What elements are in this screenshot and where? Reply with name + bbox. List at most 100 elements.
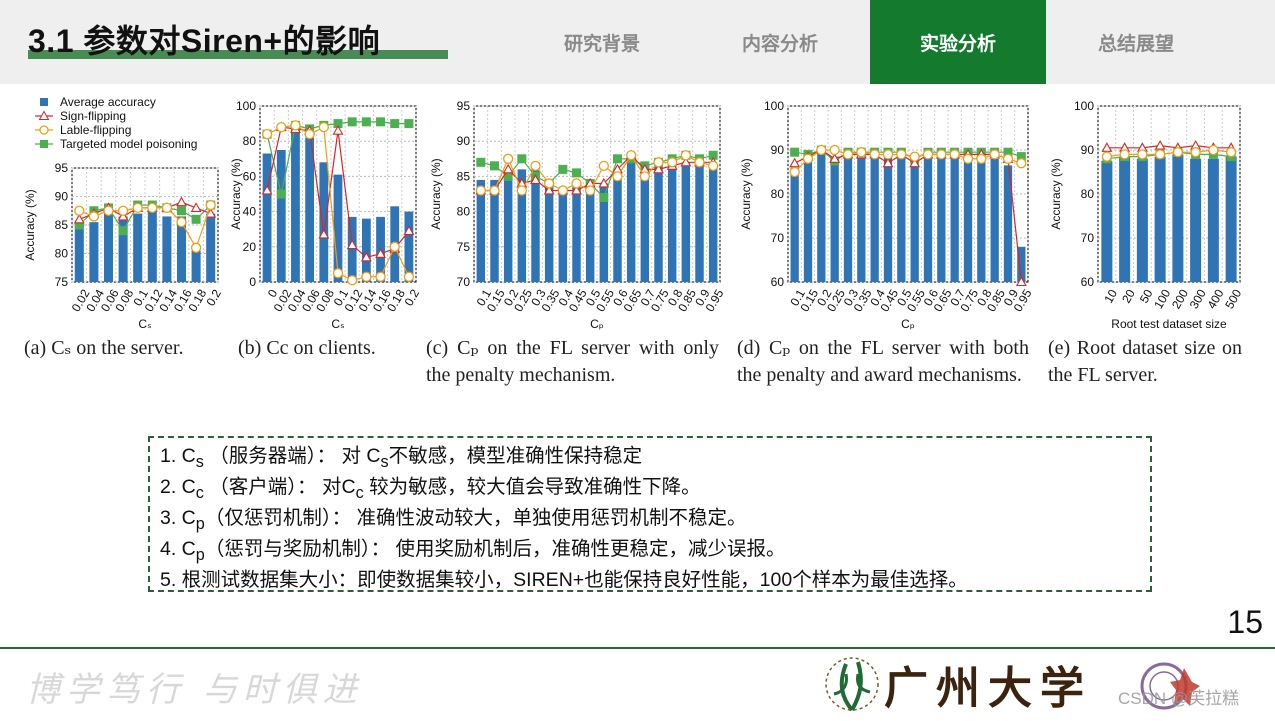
label-point (949, 149, 960, 160)
sign-point (1101, 142, 1113, 152)
sign-point (882, 157, 894, 168)
target-point (177, 206, 186, 216)
bar (790, 167, 799, 282)
label-point (117, 205, 129, 216)
bar (626, 162, 636, 282)
label-point (626, 150, 637, 161)
tab-label: 实验分析 (919, 33, 996, 55)
sign-point (571, 184, 582, 195)
tab-content-analysis[interactable]: 内容分析 (692, 0, 868, 84)
tab-label: 内容分析 (741, 33, 818, 55)
legend-marker (40, 98, 48, 106)
summary-line: 1. Cs （服务器端）： 对 Cs不敏感，模型准确性保持稳定 (160, 445, 643, 471)
bar (74, 222, 84, 282)
target-point (333, 119, 343, 129)
bar (276, 150, 286, 282)
bar (1190, 158, 1202, 282)
label-point (147, 202, 158, 214)
tab-experiment-analysis[interactable]: 实验分析 (870, 0, 1046, 84)
target-point (599, 193, 609, 203)
bar (1225, 156, 1237, 282)
summary-line: 4. Cp（惩罚与奖励机制）： 使用奖励机制后，准确性更稳定，减少误报。 (160, 537, 786, 564)
bar (937, 156, 946, 282)
sign-point (375, 248, 386, 258)
label-point (103, 205, 114, 216)
label-point (909, 151, 920, 162)
bar (118, 216, 128, 282)
y-tick-label: 95 (457, 99, 471, 113)
y-tick-label: 70 (457, 275, 471, 289)
target-point (276, 189, 286, 199)
top-banner (0, 0, 1275, 84)
label-point (989, 149, 1000, 160)
bar (910, 161, 919, 282)
label-point (882, 149, 894, 160)
x-tick-label: 100 (1151, 287, 1173, 312)
target-point (476, 157, 486, 167)
caption-e: (e) Root dataset size on the FL server. (1048, 337, 1242, 386)
label-point (361, 271, 372, 282)
bar (176, 216, 187, 282)
label-point (856, 147, 867, 158)
label-point (503, 153, 514, 164)
bar (803, 158, 813, 282)
sign-point (680, 156, 692, 167)
label-point (598, 160, 609, 171)
x-axis-label: Root test dataset size (1111, 317, 1227, 330)
label-point (1172, 147, 1184, 158)
sign-point (332, 125, 344, 135)
bar (404, 211, 414, 282)
sign-point (530, 174, 541, 184)
bar (1172, 154, 1184, 282)
summary-line: 3. Cp（仅惩罚机制）： 准确性波动较大，单独使用惩罚机制不稳定。 (160, 506, 747, 533)
y-tick-label: 95 (55, 161, 69, 175)
bar (162, 216, 172, 282)
legend-label: Average accuracy (60, 95, 156, 109)
target-point (613, 154, 622, 164)
y-tick-label: 60 (243, 169, 257, 183)
motto: 博学笃行 与时俱进 (26, 670, 363, 710)
y-tick-label: 90 (1081, 143, 1095, 157)
sign-point (502, 163, 514, 174)
y-tick-label: 100 (764, 99, 784, 113)
bar (572, 186, 581, 282)
legend-label: Sign-flipping (60, 109, 126, 123)
summary-box: 1. Cs （服务器端）： 对 Cs不敏感，模型准确性保持稳定 2. Cc （客… (148, 436, 1152, 592)
target-point (558, 164, 568, 174)
y-tick-label: 70 (771, 231, 785, 245)
tab-background[interactable]: 研究背景 (514, 0, 690, 84)
bar (558, 190, 568, 282)
sign-point (360, 251, 372, 262)
y-tick-label: 60 (771, 275, 785, 289)
x-tick-label: 20 (1119, 287, 1138, 306)
bar (857, 154, 866, 282)
bar (599, 183, 609, 282)
sign-point (543, 184, 555, 195)
label-point (585, 185, 596, 196)
x-tick-label: 50 (1137, 287, 1156, 306)
label-point (962, 153, 974, 164)
sign-point (190, 202, 202, 212)
target-point (118, 226, 128, 236)
label-point (1101, 151, 1113, 162)
bar (897, 156, 906, 282)
label-point (571, 178, 582, 189)
target-point (708, 150, 718, 160)
bar (1119, 156, 1131, 282)
y-axis-label: Accuracy (%) (229, 158, 243, 229)
label-point (789, 166, 800, 178)
caption-a: (a) Cₛ on the server. (24, 337, 184, 359)
label-point (694, 157, 705, 168)
target-point (347, 117, 357, 127)
bar (191, 250, 201, 282)
target-point (390, 119, 400, 129)
legend-marker (39, 125, 49, 135)
bar (667, 162, 677, 282)
bar (640, 162, 650, 282)
bar (830, 158, 839, 282)
tab-summary-outlook[interactable]: 总结展望 (1048, 0, 1224, 84)
y-tick-label: 80 (243, 134, 257, 148)
label-series-line (794, 149, 1022, 173)
label-point (389, 241, 400, 252)
label-point (318, 121, 329, 133)
